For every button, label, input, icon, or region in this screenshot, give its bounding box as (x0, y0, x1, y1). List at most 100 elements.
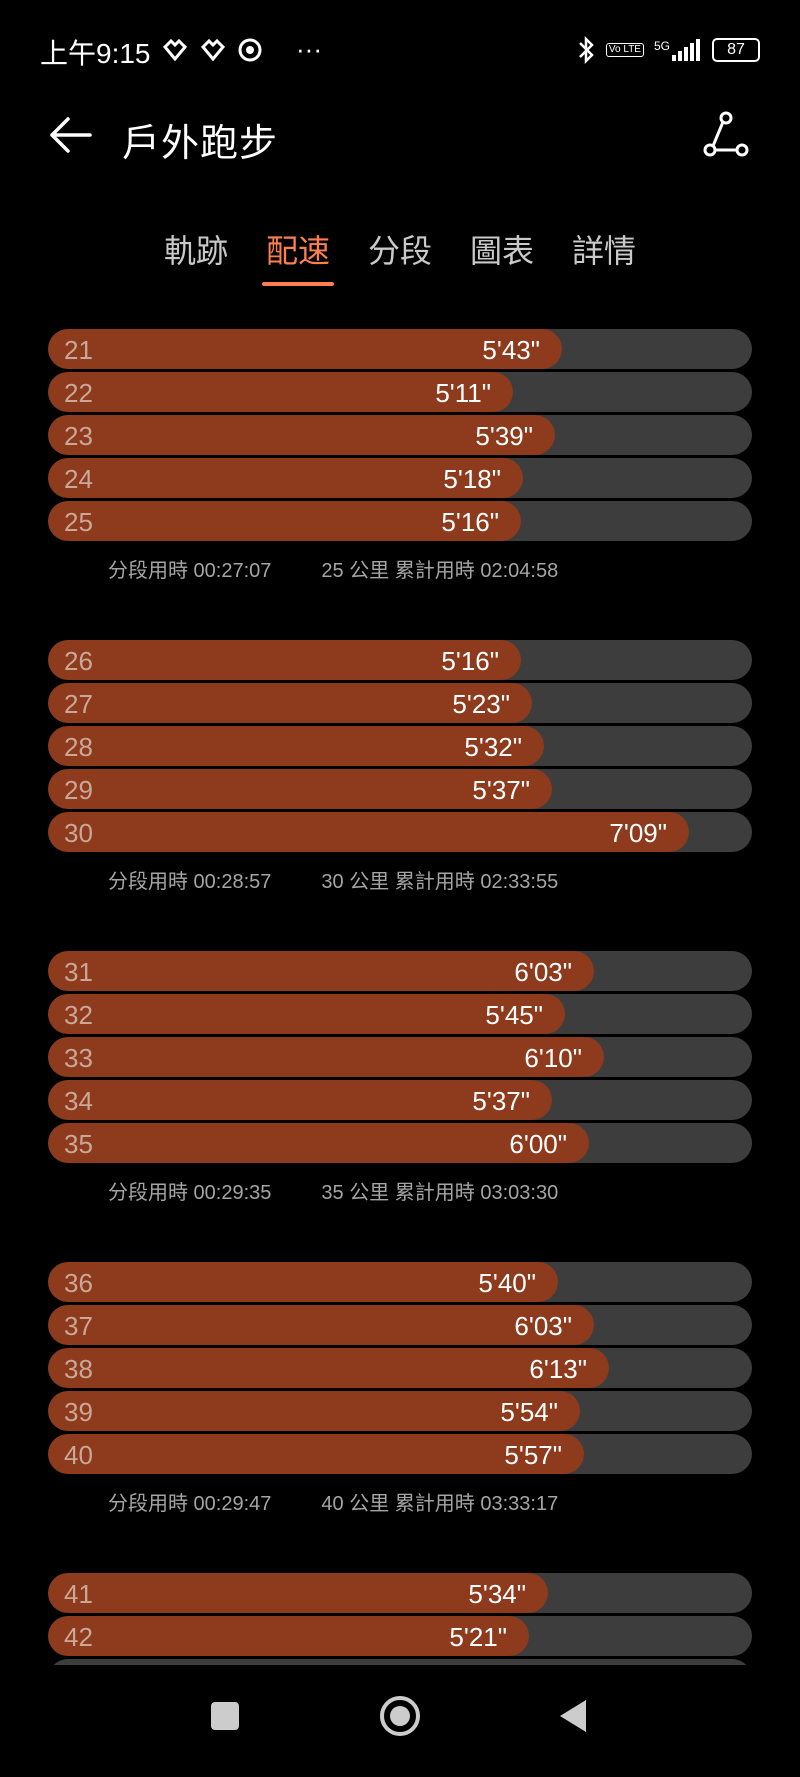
pace-row[interactable]: 26 5'16" (48, 640, 752, 680)
km-label: 41 (64, 1579, 93, 1609)
pace-row[interactable]: 22 5'11" (48, 372, 752, 412)
tab-splits[interactable]: 分段 (367, 233, 432, 269)
pace-bar-fill (48, 1123, 589, 1163)
pace-value: 5'11" (435, 378, 491, 408)
pace-value: 5'23" (452, 689, 510, 719)
pace-list[interactable]: 21 5'43" 22 5'11" 23 5'39" 24 5'18" 25 5'16" 分段用時 … (0, 295, 800, 1665)
volte-icon: Vo LTE (605, 43, 644, 57)
signal-icon (672, 39, 700, 61)
header: 戶外跑步 (0, 100, 800, 200)
pace-bar-fill (48, 372, 513, 412)
pace-row[interactable]: 30 7'09" (48, 812, 752, 852)
pace-row[interactable]: 28 5'32" (48, 726, 752, 766)
pace-bar-fill (48, 812, 689, 852)
km-label: 39 (64, 1397, 93, 1427)
pace-row[interactable]: 24 5'18" (48, 458, 752, 498)
pace-value: 5'37" (472, 1086, 530, 1116)
pace-bar-fill (48, 1037, 604, 1077)
pace-row[interactable]: 36 5'40" (48, 1262, 752, 1302)
split-time: 分段用時 00:29:47 (108, 1493, 272, 1515)
split-summary: 分段用時 00:29:35 35 公里 累計用時 03:03:30 (108, 1176, 558, 1205)
pace-row[interactable]: 33 6'10" (48, 1037, 752, 1077)
pace-row[interactable]: 31 6'03" (48, 951, 752, 991)
km-label: 35 (64, 1129, 93, 1159)
pace-value: 5'43" (482, 335, 540, 365)
system-nav-bar (0, 1667, 800, 1777)
pace-row[interactable]: 40 5'57" (48, 1434, 752, 1474)
status-right: Vo LTE 5G 87 (576, 36, 760, 64)
pace-row[interactable]: 27 5'23" (48, 683, 752, 723)
tab-charts[interactable]: 圖表 (470, 233, 535, 269)
split-time: 分段用時 00:29:35 (108, 1182, 272, 1204)
pace-row[interactable]: 23 5'39" (48, 415, 752, 455)
pace-bar-fill (48, 1348, 609, 1388)
circle-icon[interactable] (375, 1691, 425, 1741)
km-label: 33 (64, 1043, 93, 1073)
pace-value: 5'18" (443, 464, 501, 494)
pace-value: 5'32" (464, 732, 522, 762)
split-time: 分段用時 00:28:57 (108, 871, 272, 893)
pace-row[interactable]: 38 6'13" (48, 1348, 752, 1388)
pace-bar-fill (48, 994, 565, 1034)
km-label: 34 (64, 1086, 93, 1116)
pace-value: 7'09" (609, 818, 667, 848)
status-time: 上午9:15 (40, 38, 151, 69)
split-summary: 分段用時 00:29:47 40 公里 累計用時 03:33:17 (108, 1487, 558, 1516)
pace-row[interactable]: 21 5'43" (48, 329, 752, 369)
remainder-row: 不足 1 公里 歷時 3'25" (48, 1659, 752, 1665)
pace-bar-fill (48, 1434, 584, 1474)
battery-icon: 87 (712, 38, 760, 62)
pace-row[interactable]: 35 6'00" (48, 1123, 752, 1163)
pace-row[interactable]: 41 5'34" (48, 1573, 752, 1613)
pace-value: 5'37" (472, 775, 530, 805)
km-label: 24 (64, 464, 93, 494)
pace-row[interactable]: 32 5'45" (48, 994, 752, 1034)
pace-bar-fill (48, 329, 562, 369)
pace-value: 6'03" (514, 1311, 572, 1341)
km-label: 26 (64, 646, 93, 676)
back-arrow-icon[interactable] (46, 110, 96, 160)
pace-row[interactable]: 39 5'54" (48, 1391, 752, 1431)
square-icon[interactable] (200, 1691, 250, 1741)
split-summary: 分段用時 00:28:57 30 公里 累計用時 02:33:55 (108, 865, 558, 894)
chrome-icon (238, 38, 262, 61)
km-label: 23 (64, 421, 93, 451)
heart-app-icon (162, 38, 188, 61)
triangle-back-icon[interactable] (550, 1691, 600, 1741)
km-label: 36 (64, 1268, 93, 1298)
status-bar: 上午9:15 ··· Vo LTE 5G 87 (0, 0, 800, 100)
tab-pace[interactable]: 配速 (261, 220, 334, 286)
tab-bar: 軌跡 配速 分段 圖表 詳情 (0, 220, 800, 286)
cumulative-time: 40 公里 累計用時 03:33:17 (321, 1493, 559, 1515)
km-label: 40 (64, 1440, 93, 1470)
pace-value: 5'57" (504, 1440, 562, 1470)
km-label: 38 (64, 1354, 93, 1384)
tab-track[interactable]: 軌跡 (163, 233, 228, 269)
pace-row[interactable]: 37 6'03" (48, 1305, 752, 1345)
pace-row[interactable]: 34 5'37" (48, 1080, 752, 1120)
pace-row[interactable]: 42 5'21" (48, 1616, 752, 1656)
split-time: 分段用時 00:27:07 (108, 560, 272, 582)
pace-bar-fill (48, 726, 544, 766)
pace-value: 5'54" (500, 1397, 558, 1427)
km-label: 31 (64, 957, 93, 987)
cumulative-time: 30 公里 累計用時 02:33:55 (321, 871, 559, 893)
km-label: 28 (64, 732, 93, 762)
km-label: 27 (64, 689, 93, 719)
tab-details[interactable]: 詳情 (572, 233, 637, 269)
km-label: 37 (64, 1311, 93, 1341)
pace-value: 5'39" (475, 421, 533, 451)
network-type: 5G (653, 39, 670, 53)
pace-bar-fill (48, 951, 594, 991)
pace-row[interactable]: 25 5'16" (48, 501, 752, 541)
pace-bar-fill (48, 769, 552, 809)
route-share-icon[interactable] (700, 110, 752, 162)
pace-value: 6'13" (529, 1354, 587, 1384)
pace-value: 5'40" (478, 1268, 536, 1298)
pace-value: 5'34" (468, 1579, 526, 1609)
cumulative-time: 25 公里 累計用時 02:04:58 (321, 560, 559, 582)
pace-row[interactable]: 29 5'37" (48, 769, 752, 809)
pace-value: 6'00" (509, 1129, 567, 1159)
cumulative-time: 35 公里 累計用時 03:03:30 (321, 1182, 559, 1204)
pace-bar-fill (48, 415, 555, 455)
